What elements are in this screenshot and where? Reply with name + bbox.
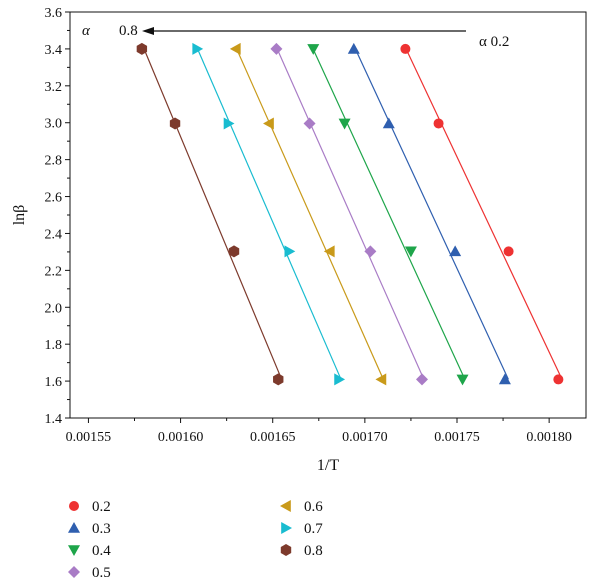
data-point-0-5 xyxy=(364,245,377,258)
y-tick-label: 1.4 xyxy=(45,412,63,427)
data-point-0-5 xyxy=(415,373,428,386)
data-point-0-2 xyxy=(503,246,514,257)
x-axis-title: 1/T xyxy=(317,457,339,474)
data-point-0-2 xyxy=(400,43,411,54)
fit-line-0-6 xyxy=(236,48,384,380)
y-tick-label: 3.0 xyxy=(45,117,63,132)
data-point-0-3 xyxy=(347,42,360,54)
data-point-0-6 xyxy=(229,42,241,55)
y-axis-title: lnβ xyxy=(11,205,28,226)
legend-marker-0-6 xyxy=(280,500,291,512)
plot-frame xyxy=(69,11,587,419)
fit-line-0-8 xyxy=(143,48,283,380)
data-point-0-3 xyxy=(382,117,395,129)
y-tick-label: 2.6 xyxy=(45,191,63,206)
data-point-0-3 xyxy=(449,245,462,257)
data-point-0-7 xyxy=(192,42,204,55)
legend-marker-0-7 xyxy=(281,522,292,534)
data-point-0-6 xyxy=(375,373,387,386)
y-tick-label: 1.8 xyxy=(45,338,63,353)
x-tick-label: 0.00155 xyxy=(66,430,112,445)
data-point-0-4 xyxy=(456,374,469,386)
data-point-0-6 xyxy=(323,245,335,258)
y-tick-label: 1.6 xyxy=(45,375,63,390)
data-point-0-2 xyxy=(553,374,564,385)
fit-line-0-3 xyxy=(354,48,509,380)
data-point-0-7 xyxy=(334,373,346,386)
data-point-0-4 xyxy=(338,118,351,130)
data-point-0-8 xyxy=(228,245,240,258)
x-tick-label: 0.00180 xyxy=(526,430,572,445)
legend-label-0-3: 0.3 xyxy=(92,521,111,537)
fit-line-0-7 xyxy=(196,48,342,380)
y-tick-label: 2.8 xyxy=(45,154,63,169)
legend-label-0-5: 0.5 xyxy=(92,565,111,581)
legend-label-0-4: 0.4 xyxy=(92,543,111,559)
y-tick-label: 3.2 xyxy=(45,80,63,95)
fit-line-0-4 xyxy=(312,48,466,380)
data-point-0-7 xyxy=(223,117,235,130)
y-tick-label: 2.4 xyxy=(45,227,63,242)
data-point-0-8 xyxy=(273,373,284,386)
legend-label-0-7: 0.7 xyxy=(304,521,323,537)
legend-marker-0-8 xyxy=(280,544,292,556)
data-point-0-5 xyxy=(270,42,283,55)
y-tick-label: 3.4 xyxy=(45,43,63,58)
legend-label-0-2: 0.2 xyxy=(92,499,111,515)
data-point-0-8 xyxy=(136,42,148,55)
data-point-0-5 xyxy=(303,117,316,130)
y-tick-label: 2.2 xyxy=(45,264,63,279)
data-point-0-8 xyxy=(169,117,181,130)
alpha-symbol-label: α xyxy=(82,23,91,39)
alpha-left-value-label: 0.8 xyxy=(119,23,138,39)
y-tick-label: 3.6 xyxy=(45,6,63,21)
legend-marker-0-4 xyxy=(68,545,80,556)
data-point-0-4 xyxy=(404,246,417,258)
legend-label-0-6: 0.6 xyxy=(304,499,323,515)
alpha-arrow-head-icon xyxy=(142,27,154,35)
alpha-right-label: α 0.2 xyxy=(479,34,509,50)
fit-line-0-5 xyxy=(276,48,425,380)
legend-marker-0-3 xyxy=(68,522,80,533)
legend-label-0-8: 0.8 xyxy=(304,543,323,559)
x-tick-label: 0.00160 xyxy=(158,430,204,445)
data-point-0-4 xyxy=(307,44,320,55)
x-tick-label: 0.00165 xyxy=(250,430,296,445)
x-tick-label: 0.00175 xyxy=(434,430,480,445)
data-point-0-7 xyxy=(284,245,296,258)
fit-line-0-2 xyxy=(405,48,563,380)
x-tick-label: 0.00170 xyxy=(342,430,388,445)
y-tick-label: 2.0 xyxy=(45,301,63,316)
data-point-0-6 xyxy=(263,117,274,130)
legend-marker-0-5 xyxy=(68,566,80,578)
data-point-0-3 xyxy=(498,373,511,385)
legend-marker-0-2 xyxy=(69,501,79,511)
data-point-0-2 xyxy=(433,118,444,129)
